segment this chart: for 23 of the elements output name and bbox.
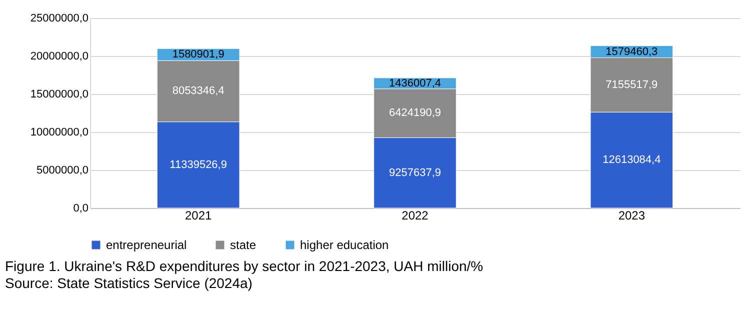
x-tick-label: 2022 [402,208,429,222]
y-tick-label: 10000000,0 [30,126,88,138]
data-label: 1579460,3 [606,46,658,58]
y-tick-label: 25000000,0 [30,12,88,24]
legend-label: state [230,238,256,252]
legend-label: higher education [300,238,389,252]
data-label: 1436007,4 [389,77,441,90]
data-label: 12613084,4 [602,154,661,166]
x-tick-label: 2023 [618,208,646,222]
data-label: 9257637,9 [389,166,441,179]
data-label: 6424190,9 [389,107,441,120]
y-tick-label: 0,0 [73,202,88,214]
y-tick-label: 20000000,0 [30,50,88,62]
source-note: Source: State Statistics Service (2024a) [5,275,252,291]
x-tick-label: 2021 [184,208,212,222]
data-label: 7155517,9 [606,78,658,91]
caption: Figure 1. Ukraine's R&D expenditures by sector in 2021-2023, UAH million/% [5,258,484,274]
y-tick-label: 5000000,0 [36,164,88,176]
legend-label: entrepreneurial [106,238,187,252]
y-tick-label: 15000000,0 [30,88,88,100]
data-label: 1580901,9 [172,48,224,61]
data-label: 8053346,4 [172,85,224,98]
data-label: 11339526,9 [170,158,227,171]
